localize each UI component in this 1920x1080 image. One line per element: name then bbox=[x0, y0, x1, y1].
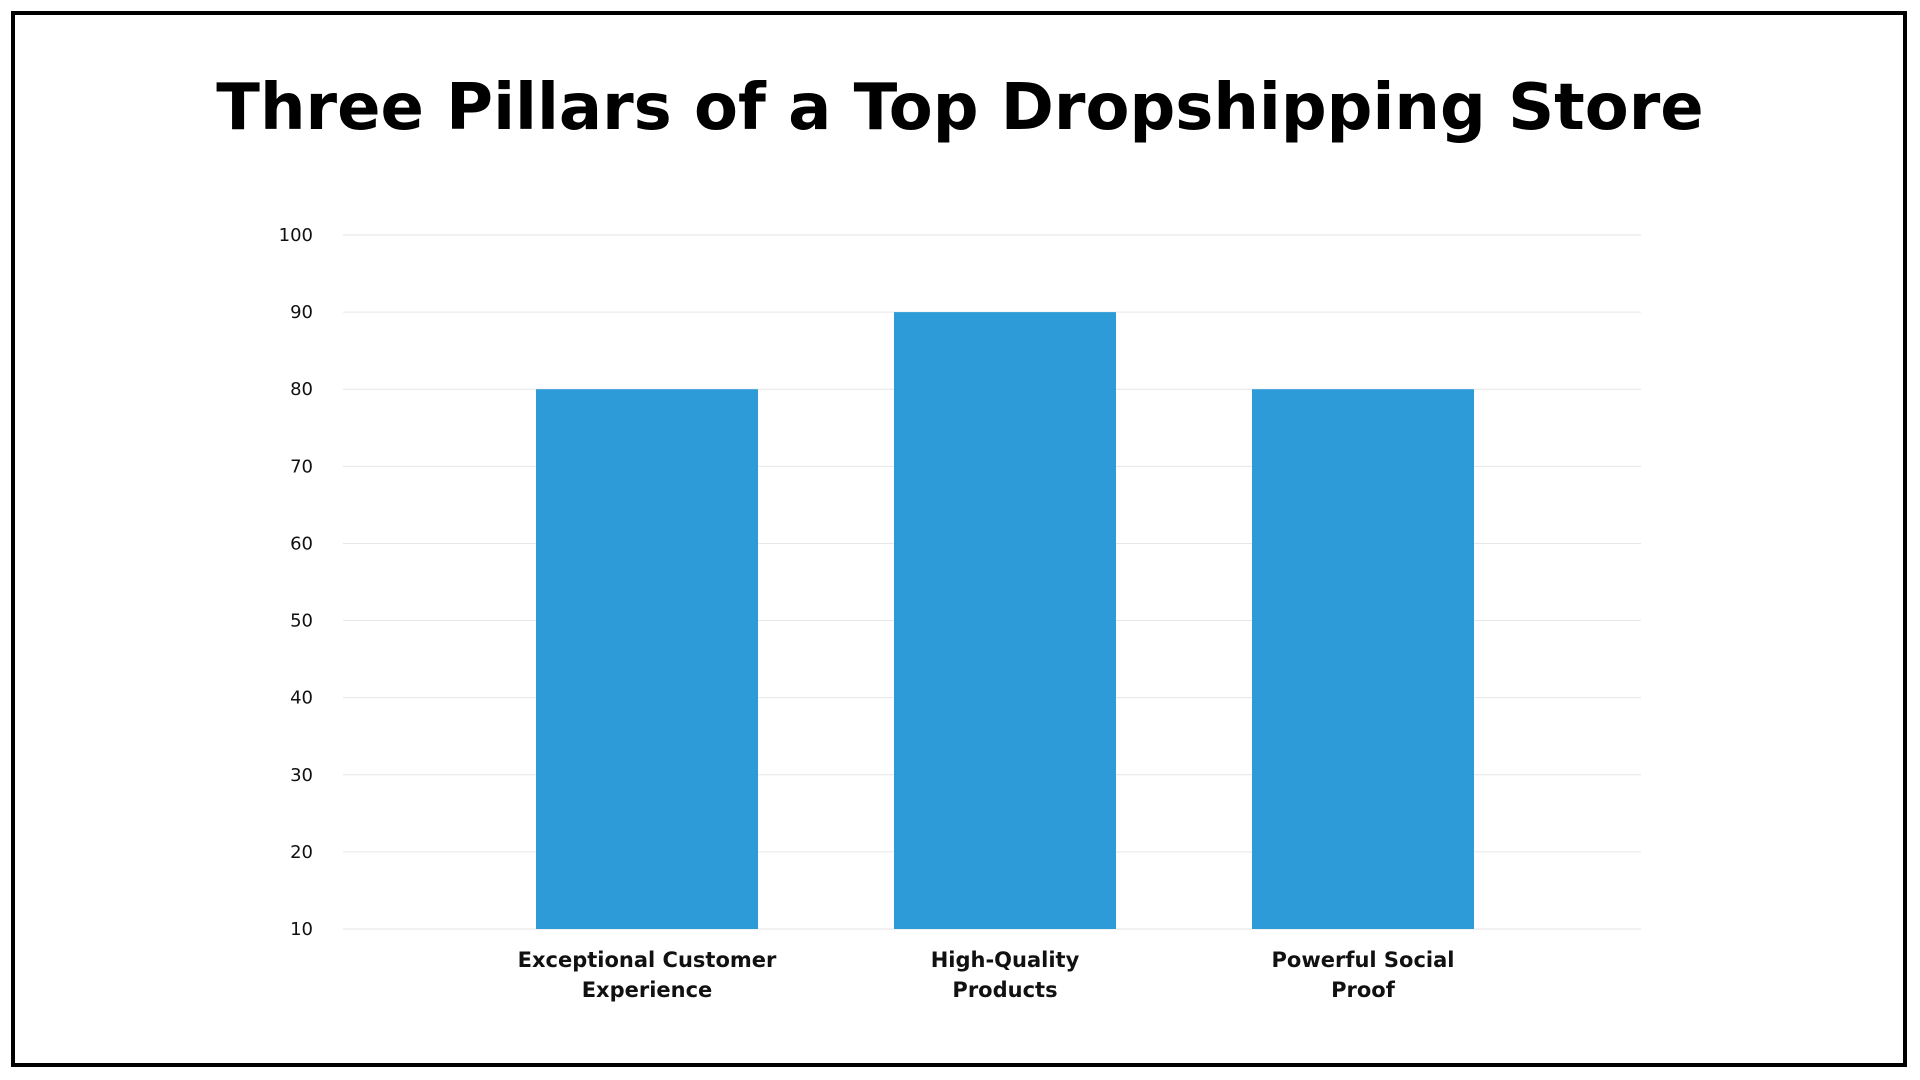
x-axis-labels: Exceptional Customer Experience High-Quali… bbox=[518, 948, 1455, 1002]
bar-2 bbox=[894, 312, 1116, 930]
y-tick-label: 90 bbox=[290, 302, 313, 323]
bar-1 bbox=[536, 389, 758, 929]
y-tick-label: 20 bbox=[290, 842, 313, 863]
y-tick-label: 40 bbox=[290, 688, 313, 709]
category-label: Powerful Social bbox=[1272, 948, 1455, 972]
y-tick-label: 70 bbox=[290, 456, 313, 477]
category-label: Products bbox=[952, 978, 1057, 1002]
y-tick-label: 60 bbox=[290, 533, 313, 554]
y-tick-label: 10 bbox=[290, 919, 313, 940]
y-tick-label: 30 bbox=[290, 765, 313, 786]
y-axis-ticks: 10 20 30 40 50 60 70 80 90 100 bbox=[279, 225, 313, 940]
category-label: Proof bbox=[1331, 978, 1396, 1002]
y-tick-label: 80 bbox=[290, 379, 313, 400]
category-label: High-Quality bbox=[931, 948, 1080, 972]
category-label: Experience bbox=[582, 978, 713, 1002]
y-tick-label: 100 bbox=[279, 225, 313, 246]
bar-3 bbox=[1252, 389, 1474, 929]
bars bbox=[536, 312, 1474, 930]
category-label: Exceptional Customer bbox=[518, 948, 777, 972]
chart-title: Three Pillars of a Top Dropshipping Stor… bbox=[216, 71, 1704, 145]
y-tick-label: 50 bbox=[290, 611, 313, 632]
